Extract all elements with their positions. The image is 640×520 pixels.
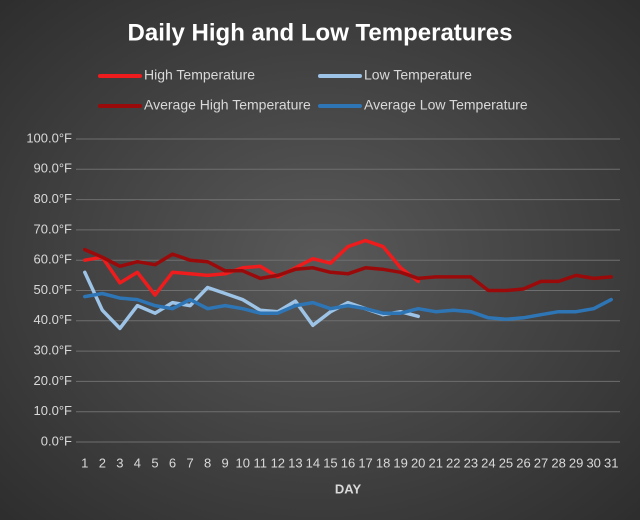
x-tick-label: 5 [151, 455, 158, 470]
legend-label: High Temperature [144, 67, 255, 83]
x-tick-label: 12 [271, 455, 285, 470]
x-tick-label: 13 [288, 455, 302, 470]
series-line [83, 291, 613, 322]
x-tick-label: 9 [222, 455, 229, 470]
x-tick-label: 23 [464, 455, 478, 470]
x-tick-label: 25 [499, 455, 513, 470]
y-tick-label: 80.0°F [34, 191, 73, 206]
x-tick-label: 28 [551, 455, 565, 470]
series-line [83, 238, 420, 297]
x-tick-label: 29 [569, 455, 583, 470]
y-tick-label: 10.0°F [34, 403, 73, 418]
x-tick-label: 19 [393, 455, 407, 470]
y-tick-label: 60.0°F [34, 252, 73, 267]
x-tick-label: 7 [186, 455, 193, 470]
y-tick-label: 50.0°F [34, 282, 73, 297]
y-tick-label: 70.0°F [34, 221, 73, 236]
y-tick-label: 0.0°F [41, 433, 72, 448]
x-tick-label: 22 [446, 455, 460, 470]
y-tick-label: 90.0°F [34, 161, 73, 176]
chart-title: Daily High and Low Temperatures [128, 19, 513, 46]
x-tick-label: 21 [429, 455, 443, 470]
x-tick-label: 14 [306, 455, 320, 470]
x-tick-label: 3 [116, 455, 123, 470]
y-tick-label: 100.0°F [26, 130, 72, 145]
legend-label: Average High Temperature [144, 97, 311, 113]
x-tick-label: 26 [516, 455, 530, 470]
x-tick-label: 10 [235, 455, 249, 470]
x-tick-label: 16 [341, 455, 355, 470]
x-tick-label: 18 [376, 455, 390, 470]
legend-label: Low Temperature [364, 67, 472, 83]
x-tick-label: 8 [204, 455, 211, 470]
y-tick-label: 30.0°F [34, 343, 73, 358]
x-tick-label: 11 [254, 455, 268, 470]
x-tick-label: 1 [81, 455, 88, 470]
x-tick-label: 24 [481, 455, 495, 470]
series-line [83, 247, 613, 293]
legend-label: Average Low Temperature [364, 97, 528, 113]
x-tick-label: 2 [99, 455, 106, 470]
x-tick-label: 31 [604, 455, 618, 470]
x-axis-label: DAY [335, 481, 362, 496]
y-tick-label: 20.0°F [34, 373, 73, 388]
x-tick-label: 15 [323, 455, 337, 470]
x-tick-label: 20 [411, 455, 425, 470]
x-tick-label: 17 [358, 455, 372, 470]
x-tick-label: 4 [134, 455, 141, 470]
x-tick-label: 30 [586, 455, 600, 470]
y-tick-label: 40.0°F [34, 312, 73, 327]
x-tick-label: 27 [534, 455, 548, 470]
x-tick-label: 6 [169, 455, 176, 470]
